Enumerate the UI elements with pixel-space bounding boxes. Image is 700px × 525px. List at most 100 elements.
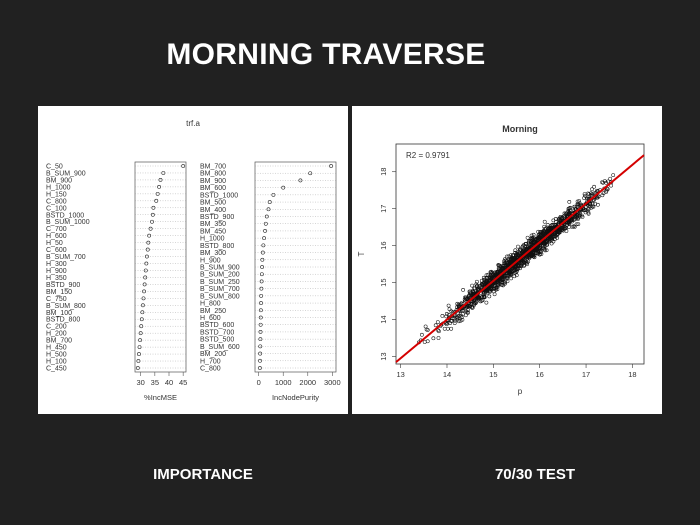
importance-point xyxy=(145,247,150,252)
scatter-point xyxy=(425,328,430,332)
x-tick-label: 13 xyxy=(396,370,404,379)
scatter-point xyxy=(589,191,593,196)
scatter-point xyxy=(472,301,476,306)
variable-label: BM_300 xyxy=(200,250,226,257)
scatter-point xyxy=(484,287,489,292)
importance-point xyxy=(258,315,263,320)
scatter-point xyxy=(590,192,594,197)
scatter-point xyxy=(448,321,452,325)
importance-point xyxy=(264,214,269,219)
scatter-point xyxy=(582,196,586,200)
scatter-points xyxy=(417,173,616,345)
scatter-point xyxy=(506,254,511,259)
scatter-point xyxy=(472,286,476,291)
scatter-point xyxy=(542,219,547,224)
scatter-point xyxy=(585,196,589,201)
scatter-point xyxy=(496,263,501,267)
x-tick-label: 14 xyxy=(443,370,451,379)
scatter-point xyxy=(512,274,517,279)
variable-label: BM_700 xyxy=(46,338,72,345)
importance-point xyxy=(137,352,141,356)
variable-label: BM_250 xyxy=(200,308,226,315)
scatter-point xyxy=(464,309,468,314)
x-axis-label: p xyxy=(518,387,523,396)
variable-label: BM_700 xyxy=(200,164,226,171)
scatter-point xyxy=(600,193,605,198)
variable-label: H_600 xyxy=(200,315,221,322)
variable-label: B_SUM_250 xyxy=(200,279,240,286)
importance-point xyxy=(157,184,161,189)
variable-label: H_150 xyxy=(46,191,67,198)
scatter-point xyxy=(590,204,595,209)
scatter-point xyxy=(480,298,485,303)
scatter-point xyxy=(577,199,581,203)
x-axis-label: %IncMSE xyxy=(144,393,177,402)
scatter-point xyxy=(605,187,610,191)
variable-label: H_100 xyxy=(46,359,67,366)
importance-point xyxy=(258,351,263,356)
scatter-point xyxy=(520,261,524,265)
importance-subplot-2: BM_700BM_800BM_900BM_600BSTD_1000BM_500B… xyxy=(200,161,341,402)
scatter-point xyxy=(573,207,578,211)
scatter-point xyxy=(465,304,470,309)
importance-point xyxy=(138,331,143,336)
importance-point xyxy=(263,229,267,233)
scatter-point xyxy=(577,213,582,218)
scatter-point xyxy=(531,232,536,237)
scatter-point xyxy=(576,217,580,221)
scatter-point xyxy=(505,254,509,259)
x-tick-label: 0 xyxy=(257,378,261,387)
scatter-point xyxy=(490,272,495,276)
scatter-point xyxy=(447,307,452,312)
importance-point xyxy=(148,226,153,231)
scatter-point xyxy=(456,314,461,319)
scatter-point xyxy=(468,304,472,309)
importance-point xyxy=(308,171,313,176)
scatter-point xyxy=(527,255,531,259)
scatter-point xyxy=(477,295,482,300)
scatter-point xyxy=(420,332,424,337)
caption-importance: IMPORTANCE xyxy=(153,466,253,483)
scatter-point xyxy=(445,326,450,331)
scatter-point xyxy=(492,292,497,297)
importance-point xyxy=(141,303,145,308)
scatter-point xyxy=(507,270,511,274)
scatter-point xyxy=(437,329,441,334)
scatter-point xyxy=(466,308,470,313)
y-tick-label: 14 xyxy=(379,315,388,323)
scatter-point xyxy=(601,191,606,196)
scatter-point xyxy=(517,251,521,256)
variable-label: BSTD_800 xyxy=(200,243,234,250)
variable-label: BM_900 xyxy=(200,178,226,185)
importance-point xyxy=(143,268,148,273)
scatter-point xyxy=(442,326,447,331)
scatter-point xyxy=(544,240,549,244)
scatter-point xyxy=(548,226,553,230)
y-tick-label: 18 xyxy=(379,168,388,176)
scatter-point xyxy=(495,278,499,283)
variable-label: H_350 xyxy=(46,275,67,282)
x-tick-label: 1000 xyxy=(275,378,292,387)
importance-point xyxy=(260,250,265,255)
scatter-point xyxy=(525,235,530,240)
variable-label: BM_900 xyxy=(46,177,72,184)
variable-label: B_SUM_1000 xyxy=(46,219,90,226)
scatter-point xyxy=(503,281,507,286)
importance-point xyxy=(281,185,286,190)
scatter-point xyxy=(449,309,454,314)
scatter-point xyxy=(474,282,479,287)
variable-label: BM_600 xyxy=(200,185,226,192)
variable-label: H_200 xyxy=(46,331,67,338)
scatter-point xyxy=(475,279,479,284)
slide-title: MORNING TRAVERSE xyxy=(166,38,486,71)
scatter-point xyxy=(458,302,463,307)
scatter-point xyxy=(531,240,535,245)
scatter-point xyxy=(502,261,506,265)
scatter-point xyxy=(522,262,527,267)
scatter-point xyxy=(593,201,597,206)
scatter-point xyxy=(425,339,430,344)
variable-label: BM_100 xyxy=(46,310,72,317)
x-tick-label: 15 xyxy=(489,370,497,379)
scatter-point xyxy=(586,191,590,196)
variable-label: C_200 xyxy=(46,324,67,331)
